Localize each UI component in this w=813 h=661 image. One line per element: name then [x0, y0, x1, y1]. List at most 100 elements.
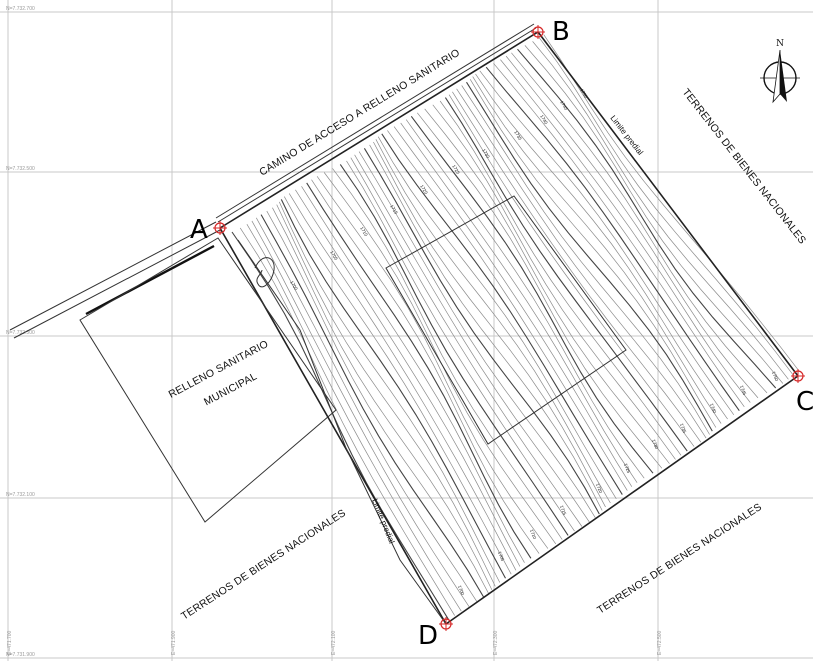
north-arrow-icon: N: [760, 39, 800, 104]
elevation-label: 1705: [497, 551, 505, 563]
contour-line: [306, 182, 532, 559]
contour-line: [410, 115, 654, 474]
contour-line: [339, 164, 569, 536]
contour-line: [276, 204, 496, 587]
contour-line: [332, 168, 563, 540]
elevation-label: 1715: [389, 204, 399, 216]
contour-line: [448, 94, 695, 447]
survey-point-icon: [439, 617, 453, 631]
coord-east-3: E=472.100: [331, 630, 337, 655]
corner-markers: [213, 25, 805, 631]
elevation-label: 1725: [623, 463, 631, 475]
access-road-label: CAMINO DE ACCESO A RELLENO SANITARIO: [257, 47, 462, 179]
contour-line: [354, 154, 590, 523]
coord-north-2: N=7.732.500: [6, 166, 35, 172]
contour-line: [432, 104, 676, 460]
contour-line: [393, 126, 633, 487]
contour-line: [485, 66, 740, 412]
contour-line: [288, 193, 517, 571]
elevation-label: 1735: [679, 423, 687, 435]
contour-line: [375, 139, 611, 504]
elevation-label: 1700: [289, 280, 299, 292]
elevation-label: 1735: [513, 130, 523, 142]
contour-line: [381, 133, 623, 495]
coord-north-4: N=7.732.100: [6, 492, 35, 498]
contour-line: [323, 172, 557, 545]
contour-line: [283, 196, 512, 575]
contour-line: [475, 73, 728, 420]
contour-line: [424, 108, 670, 464]
contour-line: [295, 189, 521, 567]
contour-line: [369, 144, 603, 511]
terrain-feature: [254, 257, 275, 288]
contour-line: [532, 41, 789, 380]
contour-line: [358, 151, 596, 518]
elevation-label: 1730: [481, 148, 491, 160]
contour-line: [239, 227, 455, 616]
contour-line: [417, 112, 663, 469]
contour-line: [400, 122, 638, 483]
elevation-label: 1730: [651, 439, 659, 451]
contour-line: [272, 207, 493, 591]
contour-line: [246, 224, 462, 612]
contour-line: [461, 85, 710, 435]
contour-line: [500, 59, 751, 403]
coord-east-4: E=472.300: [493, 630, 499, 655]
contour-line: [301, 186, 525, 563]
western-road: [9, 221, 221, 339]
contour-line: [311, 179, 540, 554]
national-land-label-se: TERRENOS DE BIENES NACIONALES: [595, 501, 764, 617]
contour-line: [493, 63, 745, 408]
contour-elevation-labels: 1700 1705 1710 1715 1720 1725 1730 1735 1740 1745…: [289, 88, 779, 596]
contour-line: [346, 160, 575, 532]
contour-line: [444, 97, 688, 452]
contour-line: [439, 100, 682, 456]
contour-line: [466, 81, 713, 432]
contour-line: [538, 37, 794, 376]
contour-line: [255, 217, 478, 602]
coord-north-3: N=7.732.300: [6, 330, 35, 336]
inner-work-area: [385, 195, 627, 445]
national-land-label-ne: TERRENOS DE BIENES NACIONALES: [680, 86, 809, 246]
coord-east-1: E=471.700: [7, 630, 13, 655]
contour-line: [278, 201, 501, 583]
elevation-label: 1710: [529, 529, 537, 541]
survey-point-icon: [213, 221, 227, 235]
contour-line: [387, 130, 628, 491]
grid-north-labels: N=7.732.700 N=7.732.500 N=7.732.300 N=7.…: [6, 6, 35, 658]
survey-point-icon: [791, 369, 805, 383]
contour-line: [469, 79, 717, 428]
contour-line: [405, 119, 645, 479]
corner-label-b: B: [552, 17, 570, 47]
elevation-label: 1715: [559, 505, 567, 517]
elevation-label: 1720: [419, 184, 429, 196]
contour-line: [251, 220, 470, 607]
national-land-label-sw: TERRENOS DE BIENES NACIONALES: [179, 507, 348, 623]
elevation-label: 1725: [451, 164, 461, 176]
contour-line: [316, 176, 549, 549]
coord-north-1: N=7.732.700: [6, 6, 35, 12]
elevation-label: 1700: [457, 585, 465, 597]
contour-line: [373, 141, 606, 508]
contour-line: [266, 210, 489, 594]
contour-line: [280, 199, 506, 579]
contour-line: [377, 136, 617, 499]
elevation-label: 1745: [739, 385, 747, 397]
contour-line: [363, 148, 600, 515]
municipal-landfill-area: [79, 237, 337, 523]
coord-north-5: N=7.731.900: [6, 652, 35, 658]
elevation-label: 1745: [559, 100, 569, 112]
contour-line: [479, 70, 735, 416]
north-letter: N: [776, 39, 784, 49]
corner-label-c: C: [796, 387, 813, 417]
elevation-label: 1705: [329, 250, 339, 262]
contour-line: [543, 34, 800, 372]
contour-line: [452, 91, 702, 443]
corner-label-d: D: [418, 621, 438, 651]
elevation-label: 1740: [709, 403, 717, 415]
survey-point-icon: [531, 25, 545, 39]
contour-line: [511, 52, 768, 394]
contour-line: [350, 157, 583, 527]
